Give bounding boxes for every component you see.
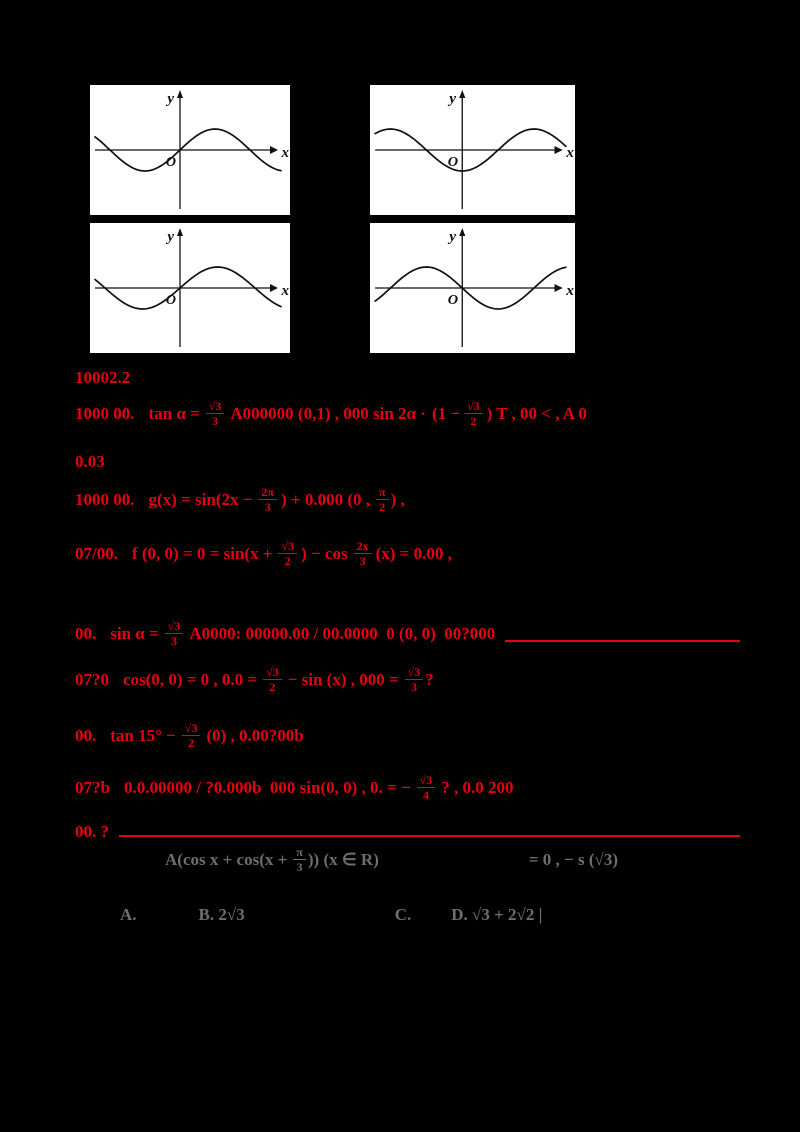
x-axis-label: x [565,144,574,161]
text-segment: 07/00. [75,543,118,563]
origin-label: O [448,292,458,308]
sine-curve [94,128,282,172]
text-segment: (x) = 0.00 , [375,543,452,563]
question-line: 00. ? [75,822,740,842]
x-axis-label: x [565,282,574,299]
graph-panel-bottom-right: y x O [370,223,575,353]
text-segment: ) + 0.000 (0 , [280,489,370,509]
text-segment: C. [394,905,412,924]
fraction: √3 2 [263,666,282,693]
blank-underline [505,640,740,642]
y-axis-arrow-icon [459,228,466,236]
question-line: 00. sin α = √3 3 A0000: 00000.00 / 00.0000 0… [75,620,740,647]
question-lines-region: 10002.2 1000 00. tan α = √3 3 A000000 (0,1) ,… [75,0,740,1132]
text-segment: ? , 0.0 200 [441,777,514,797]
text-segment: 00. ? [75,822,109,841]
text-segment: (0) , 0.00?00b [206,725,304,745]
sine-curve [374,266,567,310]
x-axis-label: x [281,283,290,299]
question-line: 07?b 0.0.00000 / ?0.000b 000 sin(0, 0) , … [75,774,740,801]
text-segment: ? [425,669,434,689]
graph-svg-bottom-left: y x O [94,228,290,347]
text-segment: − sin (x) , 000 = [287,669,399,689]
sine-curve [94,266,282,310]
text-segment: )) (x ∈ R) [307,849,379,869]
question-line: 0.03 [75,452,740,472]
text-segment: ) , [390,489,405,509]
fraction: 2x 3 [353,540,372,567]
graph-panel-top-right: y x O [370,85,575,215]
graph-svg-top-right: y x O [374,90,574,209]
text-segment: A. [120,905,137,924]
text-segment: ) T , 00 < , A 0 [486,403,587,423]
question-line: A(cos x + cos(x + π 3)) (x ∈ R) = 0 , − s (… [75,846,740,873]
text-segment: 07?b [75,777,110,797]
text-segment: 1000 00. [75,403,135,423]
y-axis-label: y [165,91,174,107]
graph-svg-bottom-right: y x O [374,228,574,347]
x-axis-arrow-icon [554,146,563,154]
text-segment: 07?0 [75,669,109,689]
text-segment: A(cos x + cos(x + [165,849,288,869]
text-segment: tan 15° − [110,725,176,745]
text-segment: f (0, 0) = 0 = sin(x + [131,543,273,563]
graph-svg-top-left: y x O [94,90,290,209]
sine-curve [374,128,567,172]
question-line: 00. tan 15° − √3 2 (0) , 0.00?00b [75,722,740,749]
fraction: √3 3 [205,400,225,427]
question-line: 07/00. f (0, 0) = 0 = sin(x + √3 2) − cos 2x… [75,540,740,567]
question-line: A. B. 2√3 C. D. √3 + 2√2 | [75,905,740,925]
question-line: 07?0 cos(0, 0) = 0 , 0.0 = √3 2 − sin (x) , … [75,666,740,693]
text-segment: sin α = [110,623,159,643]
question-line: 1000 00. tan α = √3 3 A000000 (0,1) , 000 si… [75,400,740,427]
fraction: √3 4 [416,774,436,801]
fraction: √3 3 [164,620,184,647]
text-segment: 0.0.00000 / ?0.000b 000 sin(0, 0) , 0. =… [123,777,411,797]
text-segment: cos(0, 0) = 0 , 0.0 = [123,669,258,689]
text-segment: B. 2√3 [198,905,245,924]
text-segment: g(x) = sin(2x − [148,489,253,509]
text-segment: 10002.2 [75,368,131,387]
fraction: 2π 3 [258,486,277,513]
y-axis-arrow-icon [459,90,466,98]
text-segment: (1 − [431,403,461,423]
origin-label: O [166,155,176,170]
text-segment: 00. [75,725,97,745]
text-segment: tan α = [148,403,200,423]
text-segment: A0000: 00000.00 / 00.0000 0 (0, 0) 00?00… [189,623,496,643]
fraction: √3 2 [464,400,483,427]
y-axis-label: y [447,228,456,245]
origin-label: O [166,293,176,308]
question-line: 1000 00. g(x) = sin(2x − 2π 3) + 0.000 (0 ,… [75,486,740,513]
origin-label: O [448,154,458,170]
text-segment: A000000 (0,1) , 000 sin 2α · [230,403,426,423]
text-segment: 0.03 [75,452,105,471]
x-axis-arrow-icon [270,146,278,154]
question-line: 10002.2 [75,368,740,388]
y-axis-arrow-icon [177,228,183,236]
y-axis-arrow-icon [177,90,183,98]
fraction: √3 2 [278,540,298,567]
y-axis-label: y [165,229,174,245]
text-segment: 1000 00. [75,489,135,509]
text-segment: = 0 , − s (√3) [528,849,619,869]
text-segment: D. √3 + 2√2 | [451,905,543,924]
graph-panel-top-left: y x O [90,85,290,215]
y-axis-label: y [447,90,456,107]
x-axis-label: x [281,145,290,161]
x-axis-arrow-icon [554,284,563,292]
graph-panel-bottom-left: y x O [90,223,290,353]
fraction: √3 2 [181,722,201,749]
text-segment: 00. [75,623,97,643]
text-segment: ) − cos [301,543,348,563]
x-axis-arrow-icon [270,284,278,292]
blank-underline [119,834,740,837]
fraction: √3 3 [404,666,424,693]
